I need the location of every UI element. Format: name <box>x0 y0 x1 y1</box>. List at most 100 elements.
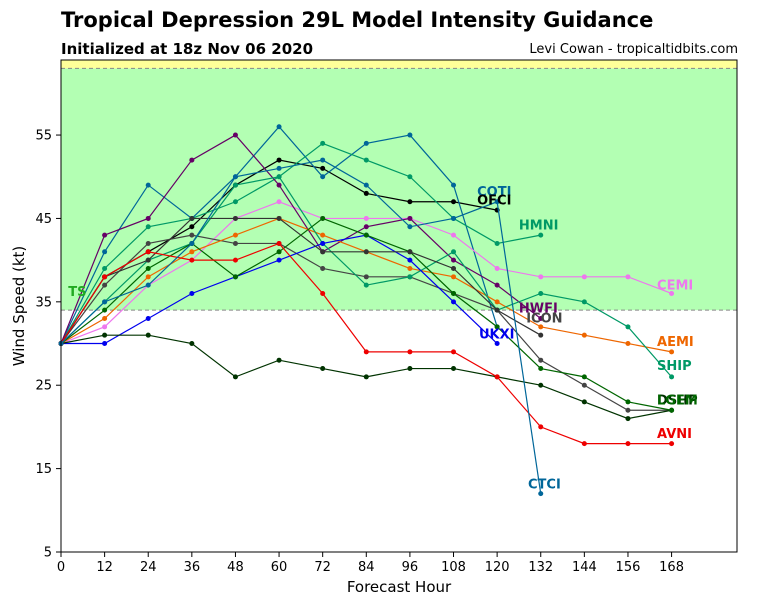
band-0 <box>61 68 737 311</box>
data-point <box>407 349 413 355</box>
data-point <box>189 290 195 296</box>
label-lgem: LGEM <box>657 393 698 408</box>
data-point <box>538 316 544 322</box>
data-point <box>625 399 631 405</box>
data-point <box>407 132 413 138</box>
data-point <box>232 232 238 238</box>
label-cemi: CEMI <box>657 278 693 293</box>
label-avni: AVNI <box>657 427 692 442</box>
data-point <box>538 232 544 238</box>
data-point <box>363 224 369 230</box>
data-point <box>189 341 195 347</box>
data-point <box>102 232 108 238</box>
data-point <box>232 132 238 138</box>
x-axis: 0 12 24 36 48 60 72 84 96 108 120 132 144 156 168 <box>57 552 684 575</box>
data-point <box>625 324 631 330</box>
series-line-gemi <box>60 217 542 344</box>
data-point <box>320 165 326 171</box>
x-tick-label: 132 <box>528 560 553 575</box>
data-point <box>145 265 151 271</box>
x-tick-label: 144 <box>572 560 597 575</box>
data-point <box>669 374 675 380</box>
data-point <box>145 282 151 288</box>
series-hwfi <box>58 132 544 347</box>
data-point <box>189 157 195 163</box>
series-gemi <box>58 215 544 347</box>
data-point <box>669 290 675 296</box>
y-axis-label: Wind Speed (kt) <box>10 246 28 367</box>
x-tick-label: 12 <box>96 560 113 575</box>
data-point <box>363 157 369 163</box>
data-point <box>276 215 282 221</box>
data-point <box>669 349 675 355</box>
chart-subtitle: Initialized at 18z Nov 06 2020 <box>61 40 314 58</box>
data-point <box>363 274 369 280</box>
x-tick-label: 120 <box>485 560 510 575</box>
label-hwfi: HWFI <box>519 302 558 317</box>
data-point <box>581 399 587 405</box>
data-point <box>451 232 457 238</box>
data-point <box>451 299 457 305</box>
series-layer <box>58 124 675 497</box>
data-point <box>538 366 544 372</box>
data-point <box>102 299 108 305</box>
label-coti: COTI <box>477 185 511 200</box>
data-point <box>494 199 500 205</box>
x-tick-label: 168 <box>659 560 684 575</box>
data-point <box>102 341 108 347</box>
data-point <box>102 274 108 280</box>
data-point <box>407 174 413 180</box>
data-point <box>232 274 238 280</box>
x-tick-label: 24 <box>140 560 157 575</box>
y-tick-label: 25 <box>35 379 52 394</box>
data-point <box>407 265 413 271</box>
y-tick-label: 15 <box>35 462 52 477</box>
data-point <box>363 215 369 221</box>
x-tick-label: 0 <box>57 560 65 575</box>
data-point <box>538 382 544 388</box>
data-point <box>189 240 195 246</box>
data-point <box>320 249 326 255</box>
data-point <box>363 249 369 255</box>
data-point <box>276 199 282 205</box>
data-point <box>363 182 369 188</box>
data-point <box>451 290 457 296</box>
label-icon: ICON <box>526 312 562 327</box>
data-point <box>451 349 457 355</box>
data-point <box>407 249 413 255</box>
data-point <box>320 174 326 180</box>
data-point <box>538 274 544 280</box>
label-dshp: DSHP <box>657 393 698 408</box>
data-point <box>320 232 326 238</box>
data-point <box>625 341 631 347</box>
data-point <box>581 332 587 338</box>
data-point <box>145 240 151 246</box>
label-ts: TS <box>68 285 86 300</box>
data-point <box>363 374 369 380</box>
data-point <box>494 341 500 347</box>
data-point <box>276 174 282 180</box>
data-point <box>320 140 326 146</box>
data-point <box>145 249 151 255</box>
data-point <box>625 407 631 413</box>
data-point <box>451 249 457 255</box>
data-point <box>232 199 238 205</box>
data-point <box>102 307 108 313</box>
y-tick-label: 45 <box>35 212 52 227</box>
data-point <box>276 165 282 171</box>
data-point <box>189 249 195 255</box>
data-point <box>669 441 675 447</box>
data-point <box>320 215 326 221</box>
data-point <box>320 240 326 246</box>
x-tick-label: 84 <box>358 560 375 575</box>
x-tick-label: 108 <box>441 560 466 575</box>
data-point <box>145 182 151 188</box>
y-tick-label: 5 <box>44 546 52 561</box>
data-point <box>189 232 195 238</box>
data-point <box>494 265 500 271</box>
data-point <box>232 374 238 380</box>
x-tick-label: 96 <box>402 560 419 575</box>
label-ofci: OFCI <box>477 193 511 208</box>
data-point <box>407 274 413 280</box>
